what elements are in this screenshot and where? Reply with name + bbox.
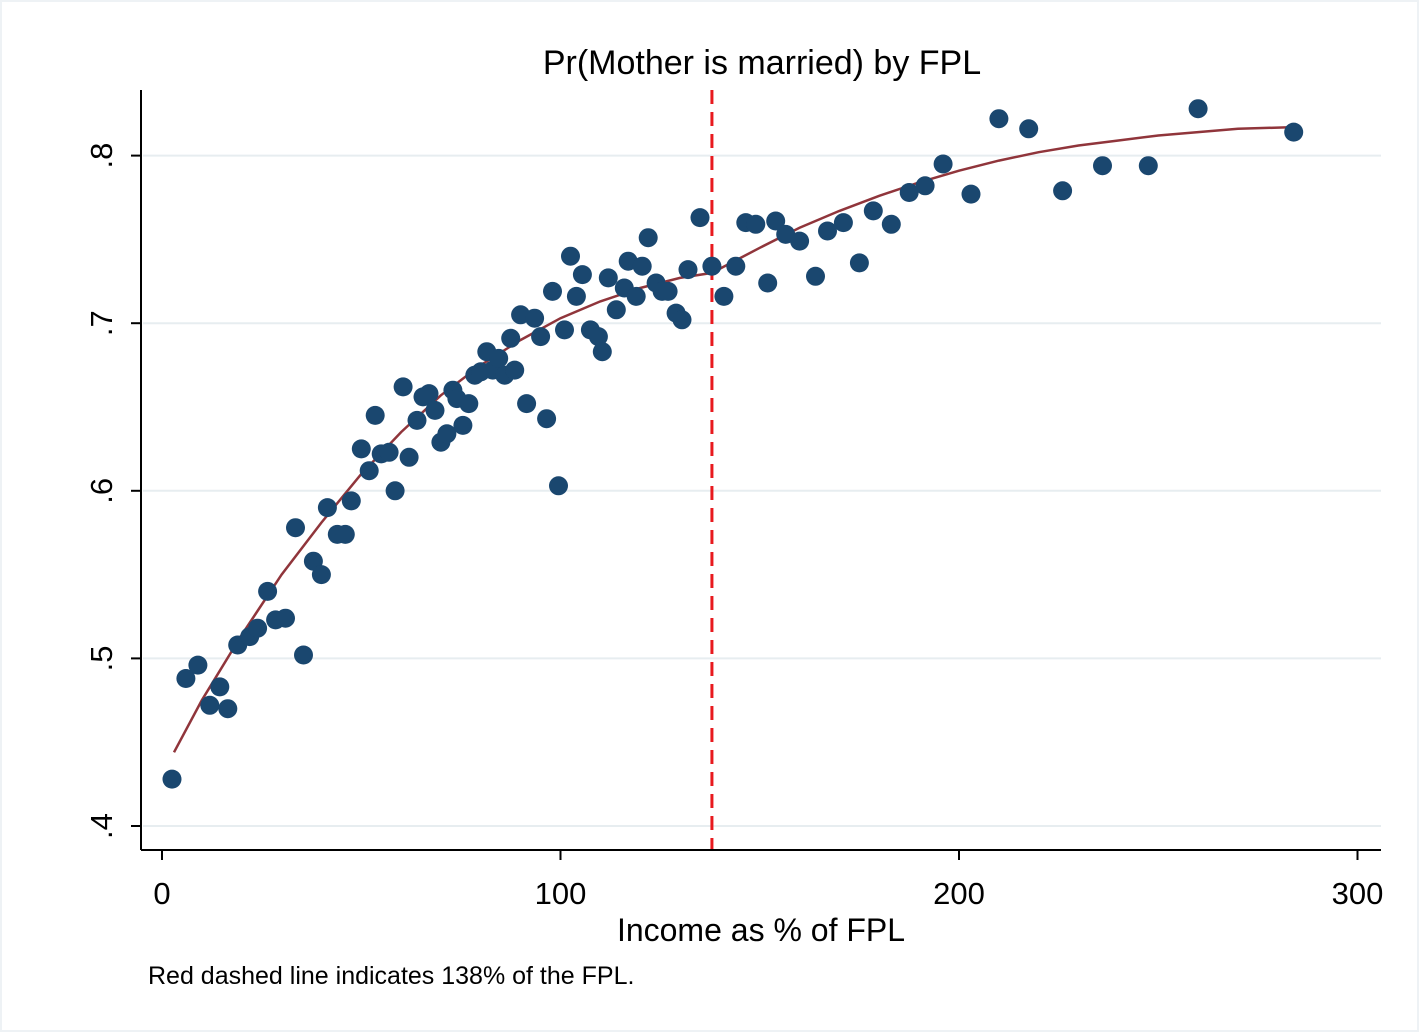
data-point <box>200 695 220 715</box>
data-point <box>489 348 509 368</box>
data-point <box>588 327 608 347</box>
data-point <box>555 320 574 340</box>
data-point <box>592 342 612 362</box>
data-point <box>385 481 405 501</box>
y-axis-ticks: .4 .5 .6 .7 .8 <box>84 143 141 839</box>
data-point <box>176 669 196 688</box>
data-point <box>626 286 646 306</box>
data-point <box>335 524 355 544</box>
grid-lines <box>143 154 1381 827</box>
data-point <box>393 377 413 397</box>
data-point <box>638 228 658 248</box>
data-point <box>210 677 230 697</box>
data-point <box>437 424 457 444</box>
data-point <box>459 394 479 414</box>
data-point <box>881 214 901 234</box>
y-tick-label: .4 <box>84 813 119 839</box>
data-point <box>311 565 331 585</box>
data-point <box>218 699 238 719</box>
data-point <box>915 176 935 196</box>
data-point <box>1019 119 1039 139</box>
data-point <box>525 308 545 328</box>
y-tick-label: .6 <box>84 478 119 504</box>
data-point <box>248 618 268 638</box>
data-point <box>790 231 810 251</box>
data-point <box>1284 122 1304 142</box>
data-point <box>419 384 439 404</box>
data-point <box>572 265 592 285</box>
data-point <box>341 491 361 511</box>
data-point <box>766 211 786 231</box>
data-point <box>365 405 385 425</box>
x-tick-label: 300 <box>1332 876 1384 911</box>
data-point <box>606 300 626 320</box>
data-point <box>561 246 580 266</box>
data-point <box>379 442 399 462</box>
data-point <box>162 769 182 789</box>
data-point <box>276 608 295 628</box>
data-point <box>658 281 678 301</box>
data-point <box>632 256 652 276</box>
data-point <box>286 518 305 538</box>
data-points <box>162 99 1304 789</box>
data-point <box>989 109 1009 129</box>
y-tick-label: .7 <box>84 310 119 336</box>
data-point <box>258 581 278 601</box>
data-point <box>399 447 419 467</box>
x-tick-label: 0 <box>153 876 170 911</box>
x-axis-ticks: 0 100 200 300 <box>153 850 1383 911</box>
data-point <box>818 221 837 241</box>
data-point <box>899 183 919 202</box>
chart-title: Pr(Mother is married) by FPL <box>543 44 981 82</box>
data-point <box>849 253 869 273</box>
data-point <box>806 266 825 286</box>
x-tick-label: 100 <box>535 876 587 911</box>
data-point <box>690 208 710 228</box>
data-point <box>549 476 568 496</box>
data-point <box>598 268 618 288</box>
chart-note: Red dashed line indicates 138% of the FP… <box>148 962 634 990</box>
data-point <box>188 655 208 675</box>
data-point <box>351 439 371 459</box>
data-point <box>566 286 586 306</box>
axes <box>140 90 1381 851</box>
data-point <box>501 328 521 348</box>
data-point <box>317 498 337 518</box>
data-point <box>961 184 981 204</box>
data-point <box>833 213 853 233</box>
data-point <box>1053 181 1073 201</box>
data-point <box>425 400 445 420</box>
data-point <box>746 214 766 234</box>
data-point <box>933 154 953 174</box>
data-point <box>294 645 313 665</box>
x-tick-label: 200 <box>933 876 985 911</box>
data-point <box>672 310 692 330</box>
data-point <box>359 461 379 481</box>
data-point <box>543 281 562 301</box>
data-point <box>714 286 734 306</box>
data-point <box>407 410 427 430</box>
data-point <box>1093 156 1112 176</box>
data-point <box>758 273 778 293</box>
data-point <box>453 415 473 435</box>
data-point <box>726 256 746 276</box>
data-point <box>537 409 557 429</box>
y-tick-label: .8 <box>84 143 119 169</box>
data-point <box>505 360 525 380</box>
data-point <box>531 327 551 347</box>
data-point <box>1138 156 1158 176</box>
y-tick-label: .5 <box>84 645 119 671</box>
x-axis-title: Income as % of FPL <box>617 912 905 948</box>
data-point <box>702 256 722 276</box>
data-point <box>678 260 698 280</box>
data-point <box>1188 99 1208 119</box>
data-point <box>863 201 883 221</box>
data-point <box>517 394 537 414</box>
